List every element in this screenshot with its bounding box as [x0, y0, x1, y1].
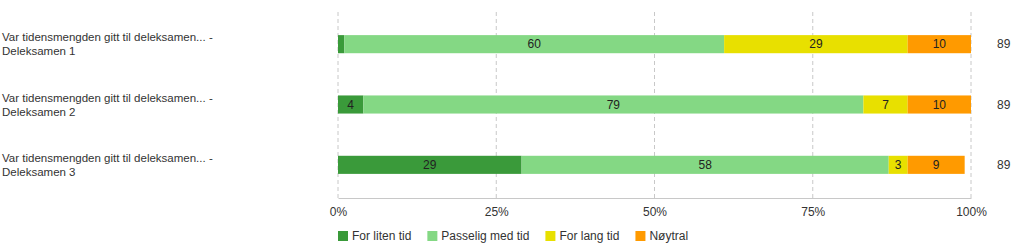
data-label: 79 — [607, 98, 621, 112]
tick: 25% — [485, 198, 509, 219]
n-label: 89 — [997, 37, 1011, 51]
data-label: 9 — [933, 158, 940, 172]
data-label: 10 — [933, 98, 947, 112]
tick: 0% — [330, 198, 348, 219]
legend-item: Nøytral — [635, 229, 688, 243]
legend-item: Passelig med tid — [427, 229, 529, 243]
legend-label: For liten tid — [352, 229, 411, 243]
category-label: Var tidensmengden gitt til deleksamen...… — [2, 92, 213, 118]
bar-segment — [338, 95, 363, 113]
grid — [338, 12, 971, 198]
tick: 100% — [956, 198, 987, 219]
bar-segment — [338, 156, 522, 174]
bar-segment — [344, 35, 724, 53]
data-label: 58 — [698, 158, 712, 172]
n-label: 89 — [997, 158, 1011, 172]
legend-item: For liten tid — [338, 229, 411, 243]
data-label: 3 — [895, 158, 902, 172]
data-label: 29 — [423, 158, 437, 172]
bars — [338, 35, 971, 174]
legend-swatch — [338, 231, 348, 241]
tick: 50% — [643, 198, 667, 219]
category-label: Var tidensmengden gitt til deleksamen...… — [2, 152, 213, 178]
bar-segment — [338, 35, 344, 53]
legend-item: For lang tid — [545, 229, 619, 243]
category-label: Var tidensmengden gitt til deleksamen...… — [2, 31, 213, 57]
tick-label: 50% — [643, 205, 667, 219]
x-axis: 0% 25% 50% 75% 100% — [330, 198, 987, 219]
legend-label: Passelig med tid — [441, 229, 529, 243]
data-label: 29 — [809, 37, 823, 51]
category-labels: Var tidensmengden gitt til deleksamen...… — [2, 31, 213, 178]
bar-segment — [724, 35, 908, 53]
tick-label: 75% — [801, 205, 825, 219]
tick-label: 100% — [956, 205, 987, 219]
n-column: 89 89 89 — [997, 37, 1011, 172]
tick-label: 25% — [485, 205, 509, 219]
bar-segment — [908, 95, 971, 113]
legend-swatch — [545, 231, 555, 241]
bar-segment — [889, 156, 908, 174]
bar-segment — [522, 156, 889, 174]
chart: 0% 25% 50% 75% 100% 4 29 60 79 58 29 7 3 10 10 9 Var tid… — [0, 0, 1022, 246]
legend-swatch — [635, 231, 645, 241]
bar-segment — [908, 35, 971, 53]
legend-label: Nøytral — [649, 229, 688, 243]
data-label: 10 — [933, 37, 947, 51]
tick-label: 0% — [330, 205, 348, 219]
bar-segment — [863, 95, 907, 113]
axis-line — [339, 198, 972, 199]
data-label: 4 — [347, 98, 354, 112]
data-labels: 4 29 60 79 58 29 7 3 10 10 9 — [347, 37, 946, 172]
legend: For liten tid Passelig med tid For lang ti… — [338, 229, 688, 243]
data-label: 60 — [528, 37, 542, 51]
data-label: 7 — [882, 98, 889, 112]
bar-segment — [908, 156, 965, 174]
n-label: 89 — [997, 98, 1011, 112]
legend-swatch — [427, 231, 437, 241]
bar-segment — [363, 95, 863, 113]
tick: 75% — [801, 198, 825, 219]
legend-label: For lang tid — [559, 229, 619, 243]
